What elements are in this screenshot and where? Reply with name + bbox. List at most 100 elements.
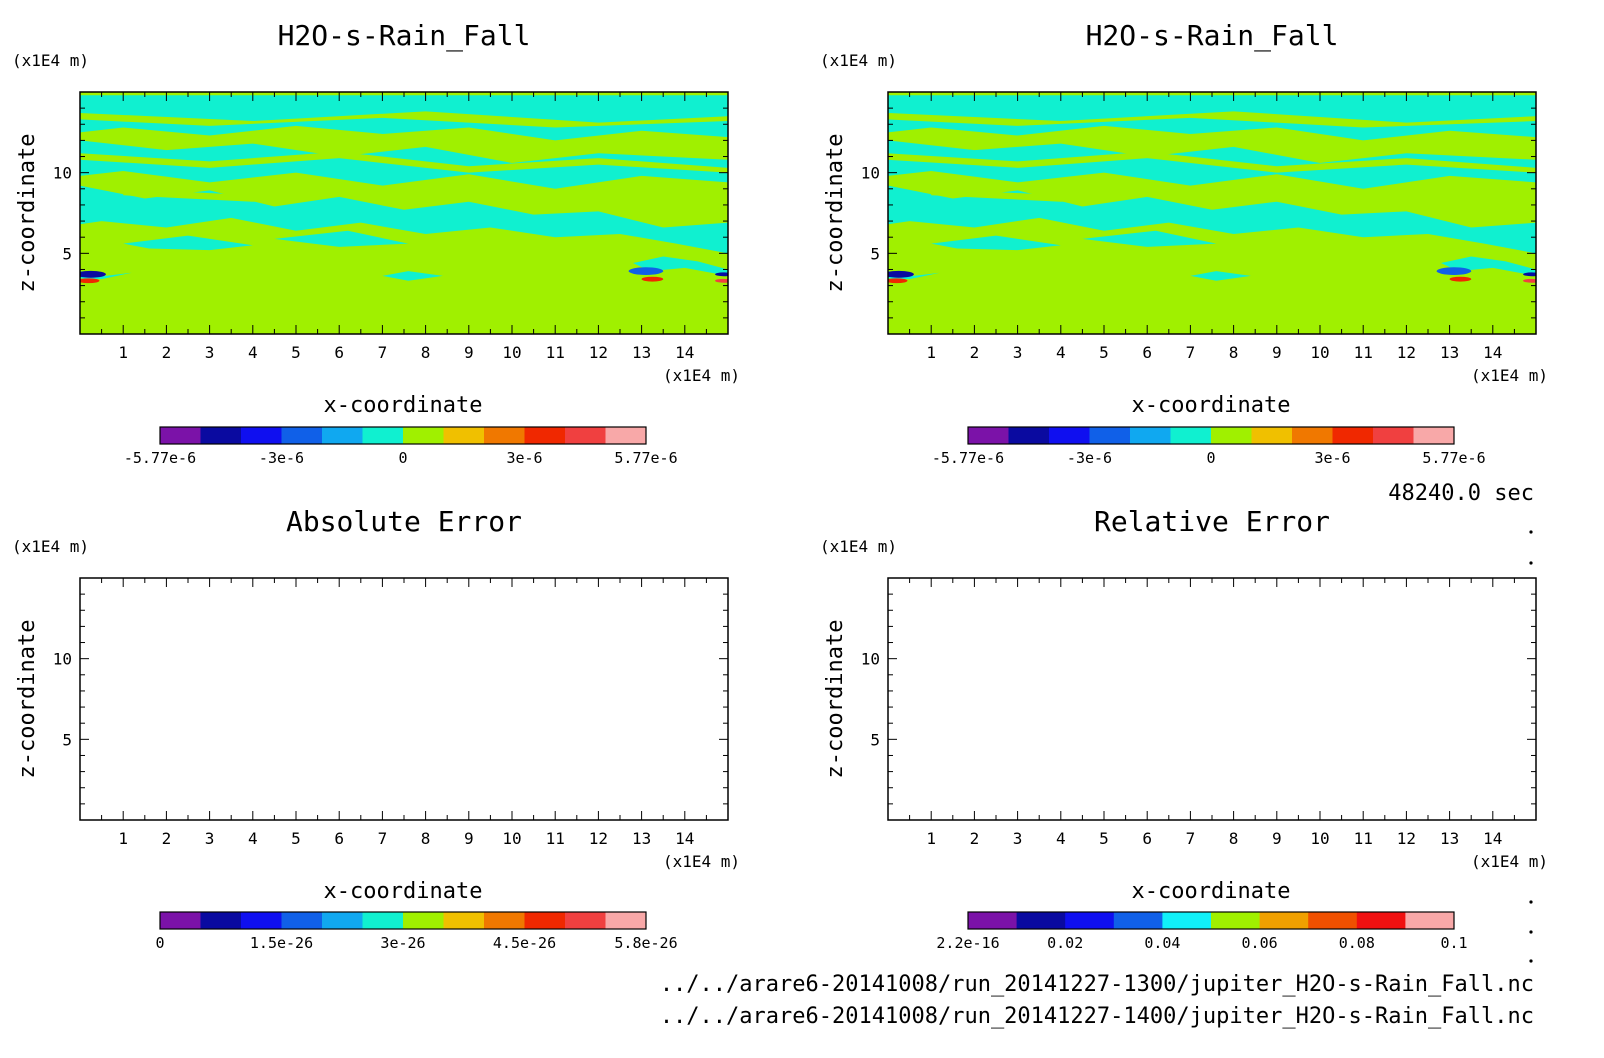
y-axis-label: z-coordinate <box>823 134 848 293</box>
colorbar-swatch <box>1292 427 1333 444</box>
x-tick-label: 12 <box>1397 343 1416 362</box>
colorbar-swatch <box>1251 427 1293 444</box>
x-tick-label: 13 <box>1440 343 1459 362</box>
y-unit-label: (x1E4 m) <box>820 51 897 70</box>
x-tick-label: 4 <box>1056 343 1066 362</box>
contour-band-1 <box>80 111 728 128</box>
x-axis-label: x-coordinate <box>1132 879 1291 904</box>
x-tick-label: 14 <box>1483 829 1502 848</box>
colorbar-swatch <box>281 427 323 444</box>
contour-region-8 <box>632 256 728 276</box>
y-unit-label: (x1E4 m) <box>12 51 89 70</box>
colorbar-swatch <box>1332 427 1374 444</box>
colorbar-tick-label: 1.5e-26 <box>250 934 313 952</box>
x-tick-label: 5 <box>291 343 301 362</box>
x-tick-label: 3 <box>1013 343 1023 362</box>
colorbar-frame <box>159 426 647 445</box>
x-tick-label: 1 <box>118 343 128 362</box>
colorbar-tick-label: 0 <box>1206 449 1215 467</box>
colorbar: -5.77e-6 -3e-6 0 3e-6 5.77e-6 <box>124 426 678 467</box>
x-tick-label: 9 <box>1272 343 1282 362</box>
colorbar-tick-label: 5.77e-6 <box>614 449 677 467</box>
colorbar-tick-label: 0.04 <box>1144 934 1180 952</box>
field-contours <box>888 95 1536 284</box>
colorbar-swatch <box>362 912 404 929</box>
x-tick-label: 13 <box>632 343 651 362</box>
x-tick-label: 10 <box>1310 343 1329 362</box>
x-unit-label: (x1E4 m) <box>663 852 740 871</box>
colorbar-tick-label: 0 <box>155 934 164 952</box>
field-core-5 <box>1523 272 1536 277</box>
time-label: 48240.0 sec <box>1388 481 1534 506</box>
x-tick-label: 9 <box>464 343 474 362</box>
colorbar-swatch <box>443 427 485 444</box>
colorbar-swatch <box>241 912 282 929</box>
chart-panel-2: H2O-s-Rain_Fall(x1E4 m)1 2 3 4 5 6 7 8 9 10 11 12 13… <box>820 19 1548 467</box>
colorbar-tick-label: 0.1 <box>1440 934 1467 952</box>
x-unit-label: (x1E4 m) <box>1471 366 1548 385</box>
x-tick-label: 3 <box>205 829 215 848</box>
y-tick-label: 10 <box>53 650 72 669</box>
colorbar-tick-label: 2.2e-16 <box>936 934 999 952</box>
y-tick-label: 10 <box>53 164 72 183</box>
x-tick-label: 14 <box>675 829 694 848</box>
contour-region-3 <box>888 185 1536 254</box>
colorbar-swatch <box>403 427 444 444</box>
y-axis-label: z-coordinate <box>823 620 848 779</box>
colorbar-swatch <box>200 427 242 444</box>
colorbar-tick-label: 4.5e-26 <box>493 934 556 952</box>
x-tick-label: 1 <box>118 829 128 848</box>
x-tick-label: 7 <box>378 343 388 362</box>
colorbar-tick-label: 0 <box>398 449 407 467</box>
colorbar-swatch <box>1308 912 1358 929</box>
plot-background <box>80 578 728 820</box>
y-tick-label: 5 <box>870 244 880 263</box>
x-tick-label: 14 <box>1483 343 1502 362</box>
colorbar-swatch <box>1162 912 1212 929</box>
colorbar-swatch <box>605 427 647 444</box>
colorbar-swatch <box>362 427 404 444</box>
x-tick-label: 2 <box>162 343 172 362</box>
contour-region-5 <box>1082 230 1217 247</box>
x-tick-label: 6 <box>334 829 344 848</box>
colorbar-swatch <box>443 912 485 929</box>
colorbar-frame <box>967 911 1455 930</box>
contour-band-2 <box>888 151 1536 173</box>
colorbar-tick-label: -5.77e-6 <box>932 449 1004 467</box>
colorbar-swatch <box>1211 427 1252 444</box>
colorbar: 2.2e-16 0.02 0.04 0.06 0.08 0.1 <box>936 911 1468 952</box>
contour-band-3 <box>931 187 1450 205</box>
field-core-6 <box>1523 278 1536 283</box>
colorbar-tick-label: -3e-6 <box>259 449 304 467</box>
colorbar-swatch <box>1016 912 1066 929</box>
y-axis-label: z-coordinate <box>15 620 40 779</box>
x-axis-label: x-coordinate <box>1132 393 1291 418</box>
colorbar-swatch <box>160 912 201 929</box>
x-tick-label: 10 <box>502 829 521 848</box>
chart-title: Absolute Error <box>286 505 522 538</box>
colorbar-swatch <box>1413 427 1455 444</box>
x-tick-label: 5 <box>291 829 301 848</box>
colorbar-swatch <box>1373 427 1414 444</box>
colorbar-tick-label: 3e-26 <box>380 934 425 952</box>
colorbar-tick-label: 0.06 <box>1242 934 1278 952</box>
colorbar-tick-label: 5.77e-6 <box>1422 449 1485 467</box>
x-unit-label: (x1E4 m) <box>1471 852 1548 871</box>
x-tick-label: 2 <box>970 343 980 362</box>
x-tick-label: 8 <box>1229 343 1239 362</box>
x-tick-label: 7 <box>1186 829 1196 848</box>
colorbar-swatch <box>968 912 1018 929</box>
x-tick-label: 4 <box>248 829 258 848</box>
x-tick-label: 11 <box>546 829 565 848</box>
field-core-3 <box>1436 267 1472 275</box>
x-tick-label: 3 <box>1013 829 1023 848</box>
y-unit-label: (x1E4 m) <box>820 537 897 556</box>
colorbar-frame <box>159 911 647 930</box>
x-tick-label: 4 <box>1056 829 1066 848</box>
colorbar-swatch <box>160 427 201 444</box>
x-tick-label: 6 <box>334 343 344 362</box>
x-axis-label: x-coordinate <box>324 393 483 418</box>
y-tick-label: 10 <box>861 164 880 183</box>
x-tick-label: 8 <box>421 343 431 362</box>
